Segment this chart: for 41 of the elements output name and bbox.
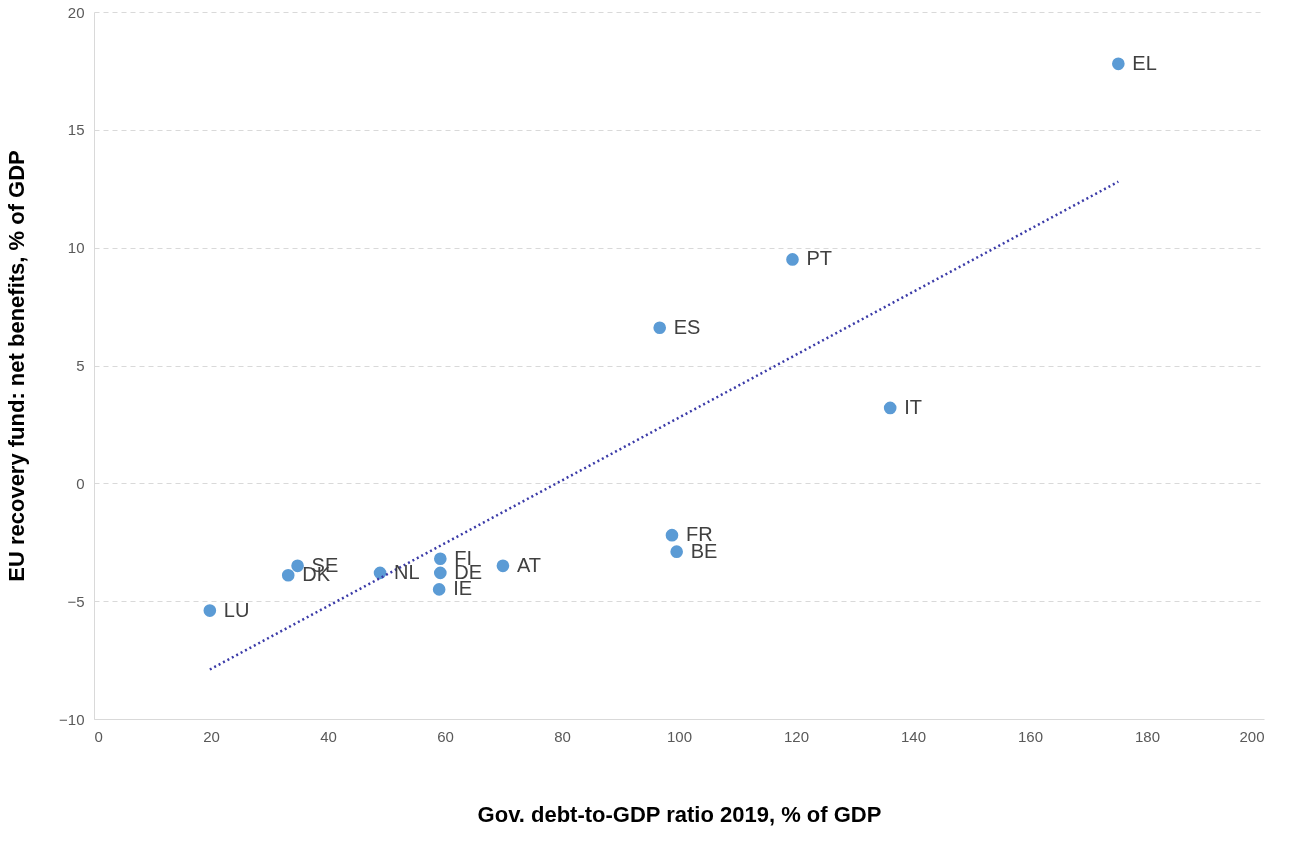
annotation: EL [1132, 51, 1157, 74]
y-axis-title: EU recovery fund: net benefits, % of GDP [4, 150, 30, 582]
point [883, 401, 897, 415]
y-tick-label: 5 [76, 357, 85, 374]
annotation: NL [394, 560, 420, 583]
annotation: PT [806, 247, 833, 270]
x-tick-label: 180 [1134, 727, 1161, 745]
point [373, 566, 387, 580]
point [496, 559, 510, 573]
x-tick-label: 120 [783, 727, 810, 745]
x-tick-label: 0 [94, 727, 103, 745]
point [434, 552, 447, 566]
x-tick-label: 40 [320, 727, 337, 745]
x-tick-label: 80 [554, 727, 571, 745]
point [653, 321, 667, 335]
point [281, 568, 295, 582]
annotation: IT [904, 395, 922, 418]
y-tick-label: 0 [76, 474, 85, 492]
y-tick-label: −10 [59, 710, 85, 728]
y-tick-label: 10 [67, 239, 85, 257]
annotation: ES [673, 315, 701, 338]
x-tick-label: 60 [437, 727, 454, 745]
annotation: AT [516, 553, 541, 576]
point [291, 559, 304, 573]
point [1112, 57, 1125, 71]
point [665, 528, 679, 542]
point [203, 604, 217, 617]
x-tick-label: 200 [1239, 727, 1265, 745]
point [434, 566, 447, 580]
x-tick-label: 160 [1017, 727, 1044, 745]
y-tick-label: 15 [67, 121, 85, 139]
y-tick-label: −5 [67, 592, 85, 610]
point [432, 583, 446, 596]
point [670, 545, 683, 558]
x-axis-title: Gov. debt-to-GDP ratio 2019, % of GDP [477, 801, 882, 827]
y-tick-label: 20 [67, 3, 85, 21]
x-tick-label: 100 [666, 727, 693, 745]
x-tick-label: 20 [203, 727, 220, 745]
x-tick-label: 140 [900, 727, 927, 745]
annotation: LU [223, 598, 250, 621]
point [786, 253, 799, 266]
